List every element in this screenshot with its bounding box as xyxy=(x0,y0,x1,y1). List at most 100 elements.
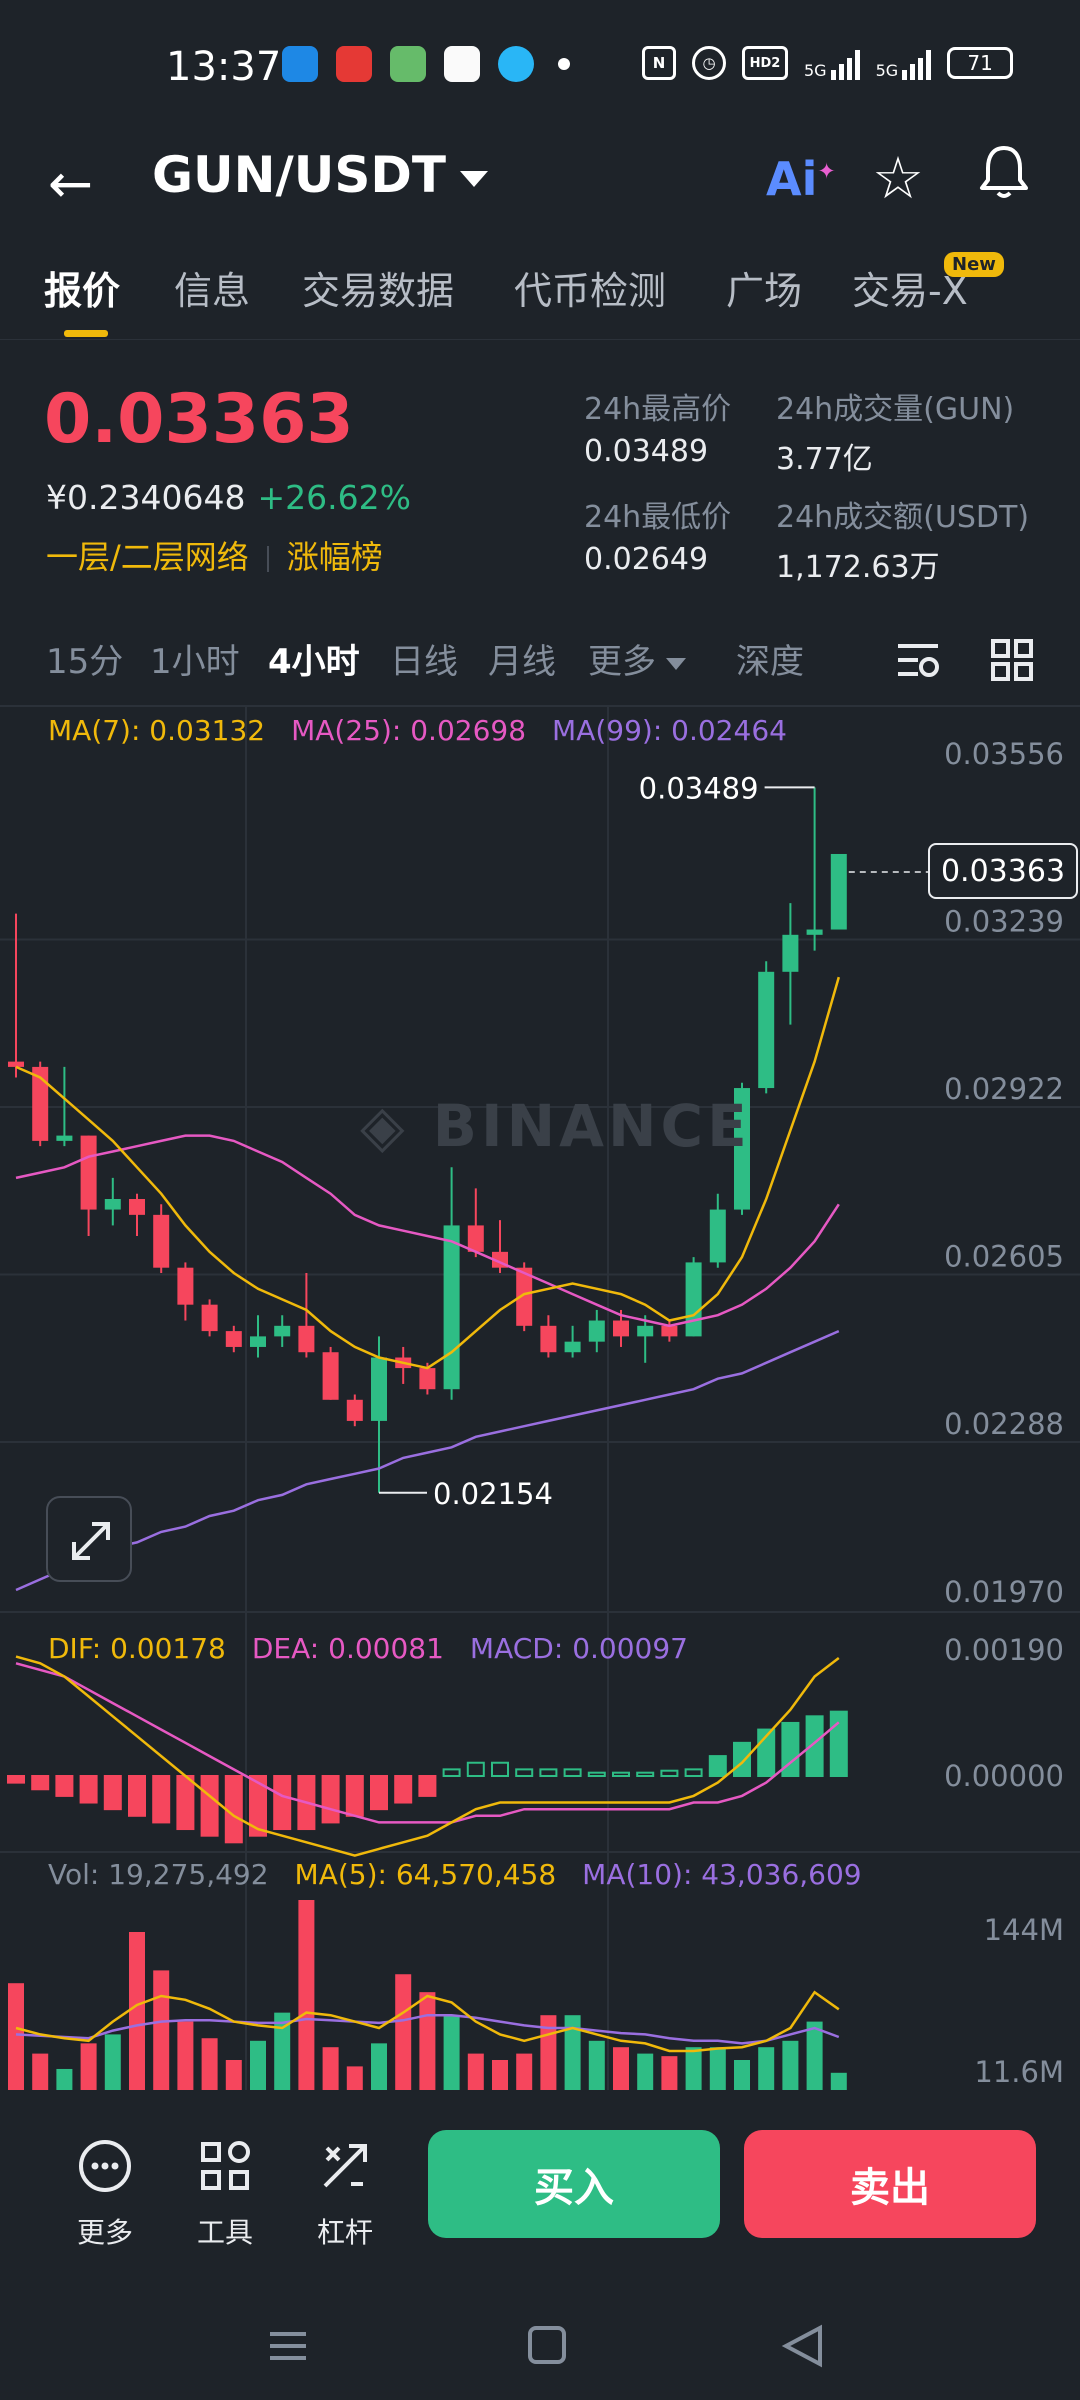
dea-label: DEA: 0.00081 xyxy=(251,1632,444,1665)
price-axis-label: 0.01970 xyxy=(944,1575,1064,1609)
macd-bar xyxy=(176,1775,195,1831)
interval-15m[interactable]: 15分 xyxy=(46,642,124,682)
interval-day[interactable]: 日线 xyxy=(390,642,458,682)
kline-chart[interactable]: 0.03556 0.03239 0.02922 0.02605 0.02288 0.019… xyxy=(0,700,1080,2090)
candle-body xyxy=(153,1214,170,1268)
macd-bar xyxy=(55,1775,74,1797)
tab-info[interactable]: 信息 xyxy=(174,269,251,313)
vol-ma5-line xyxy=(15,1990,840,2053)
macd-bar xyxy=(708,1755,727,1777)
candle-body xyxy=(419,1368,436,1390)
interval-4h[interactable]: 4小时 xyxy=(268,642,360,682)
tab-trade-x[interactable]: 交易-X xyxy=(852,269,968,313)
app-notification-icon xyxy=(336,46,372,82)
volume-bar xyxy=(274,2012,291,2090)
grid-layout-icon[interactable] xyxy=(990,638,1034,682)
macd-bar xyxy=(321,1775,340,1824)
recent-apps-icon[interactable] xyxy=(270,2332,306,2360)
volume-bar xyxy=(419,1992,436,2090)
interval-bar: 15分 1小时 4小时 日线 月线 更多 深度 xyxy=(0,630,1080,690)
macd-bar xyxy=(249,1775,267,1837)
tab-token-check[interactable]: 代币检测 xyxy=(514,269,667,313)
volume-bar xyxy=(371,2043,387,2090)
macd-bar xyxy=(128,1775,146,1817)
volume-bar xyxy=(177,2021,194,2090)
tab-trade-data[interactable]: 交易数据 xyxy=(302,269,455,313)
volume-bar xyxy=(564,2015,581,2090)
candle-body xyxy=(637,1325,654,1337)
back-nav-icon[interactable] xyxy=(781,2324,822,2368)
candle-body xyxy=(734,1088,750,1210)
star-icon[interactable]: ☆ xyxy=(872,144,924,212)
tab-quote[interactable]: 报价 xyxy=(44,269,121,313)
price-axis-label: 0.02288 xyxy=(944,1407,1064,1441)
price-axis-label: 0.03556 xyxy=(944,737,1064,771)
leverage-button[interactable]: 杠杆 xyxy=(300,2136,390,2251)
volume-bar xyxy=(225,2060,242,2090)
pair-selector[interactable]: GUN/USDT xyxy=(152,146,488,204)
candle-body xyxy=(830,853,847,930)
ma25-line xyxy=(15,1134,840,1328)
chart-settings-icon[interactable] xyxy=(896,638,940,682)
fullscreen-expand-button[interactable] xyxy=(46,1496,132,1582)
tag-gainers[interactable]: 涨幅榜 xyxy=(286,538,383,576)
more-dots-icon xyxy=(79,2140,131,2192)
interval-depth[interactable]: 深度 xyxy=(736,642,804,682)
buy-button[interactable]: 买入 xyxy=(428,2130,720,2238)
home-icon[interactable] xyxy=(528,2326,566,2364)
vol-ma10-line xyxy=(15,2013,840,2045)
volume-bar xyxy=(443,2015,460,2090)
macd-axis-label: 0.00190 xyxy=(944,1633,1064,1667)
candle-body xyxy=(467,1225,484,1252)
interval-more[interactable]: 更多 xyxy=(588,634,686,683)
stat-volume: 24h成交量(GUN) 3.77亿 xyxy=(776,392,1015,477)
bell-icon[interactable] xyxy=(978,144,1030,200)
status-bar: 13:37 N ◷ HD2 5G 5G 71 xyxy=(0,0,1080,140)
volume-bar xyxy=(298,1900,315,2090)
caret-down-icon xyxy=(666,657,686,670)
app-notification-icon xyxy=(282,46,318,82)
ma99-line xyxy=(15,1329,840,1592)
volume-bar xyxy=(32,2053,49,2090)
ma7-line xyxy=(15,976,841,1370)
tab-square[interactable]: 广场 xyxy=(726,269,803,313)
candle-body xyxy=(298,1325,315,1353)
app-notification-icon xyxy=(444,46,480,82)
macd-bar xyxy=(7,1775,25,1784)
volume-bar xyxy=(153,1970,170,2090)
volume-axis-label: 11.6M xyxy=(974,2055,1064,2089)
volume-bar xyxy=(395,1974,412,2090)
volume-bar xyxy=(492,2060,508,2090)
stat-high: 24h最高价 0.03489 xyxy=(584,392,732,469)
tag-network[interactable]: 一层/二层网络 xyxy=(46,538,249,576)
volume-bar xyxy=(467,2053,484,2090)
candle-body xyxy=(661,1325,678,1337)
candle-body xyxy=(613,1320,629,1337)
high-marker-label: 0.03489 xyxy=(639,771,759,805)
vol-ma10-label: MA(10): 43,036,609 xyxy=(582,1858,862,1891)
back-arrow-icon[interactable]: ← xyxy=(48,152,94,215)
tools-button[interactable]: 工具 xyxy=(180,2136,270,2251)
status-time: 13:37 xyxy=(166,44,282,90)
volume-bar xyxy=(709,2047,726,2090)
candle-body xyxy=(8,1061,24,1067)
pair-title: GUN/USDT xyxy=(152,146,446,204)
ma7-label: MA(7): 0.03132 xyxy=(48,714,266,747)
interval-month[interactable]: 月线 xyxy=(488,642,556,682)
macd-bar xyxy=(152,1775,171,1824)
qq-icon xyxy=(498,46,534,82)
vol-legend: Vol: 19,275,492 MA(5): 64,570,458 MA(10): … xyxy=(48,1858,888,1891)
ai-icon[interactable]: Ai✦ xyxy=(766,152,836,206)
macd-legend: DIF: 0.00178 DEA: 0.00081 MACD: 0.00097 xyxy=(48,1632,714,1665)
ma99-label: MA(99): 0.02464 xyxy=(552,714,787,747)
macd-bar xyxy=(781,1721,800,1778)
interval-1h[interactable]: 1小时 xyxy=(150,642,240,682)
macd-bar xyxy=(733,1741,751,1778)
price-axis-label: 0.03239 xyxy=(944,904,1064,938)
more-button[interactable]: 更多 xyxy=(60,2136,150,2251)
sell-button[interactable]: 卖出 xyxy=(744,2130,1036,2238)
volume-bar xyxy=(588,2040,605,2090)
leverage-label: 杠杆 xyxy=(316,2216,373,2249)
binance-watermark: ◈ BINANCE xyxy=(360,1092,751,1160)
candle-body xyxy=(564,1341,581,1353)
